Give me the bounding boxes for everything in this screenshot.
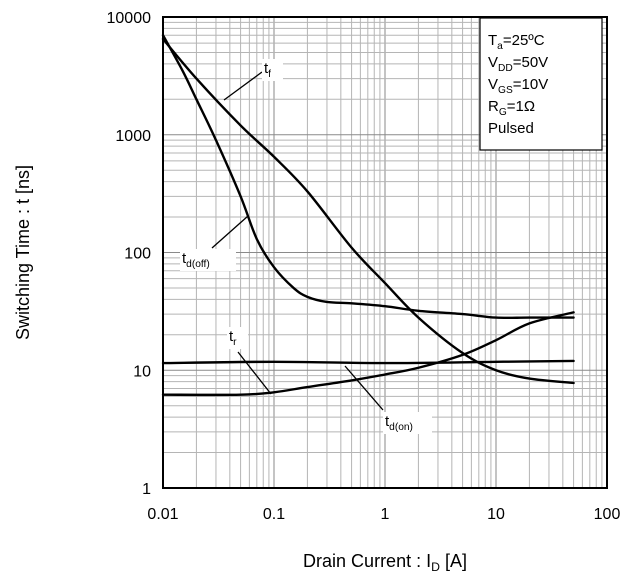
- condition-line: VGS=10V: [488, 76, 548, 96]
- condition-line: Ta=25ºC: [488, 32, 545, 52]
- label-bg-tdon: [383, 412, 432, 434]
- x-tick-label: 1: [381, 506, 390, 523]
- x-axis-label: Drain Current : ID [A]: [303, 551, 467, 574]
- condition-line: RG=1Ω: [488, 98, 535, 118]
- label-bg-tdoff: [180, 249, 236, 271]
- y-tick-label: 1000: [115, 128, 151, 145]
- conditions-frame: [479, 17, 603, 151]
- curve-labels: tf td(off) td(on) tr: [180, 59, 432, 434]
- y-tick-label: 1: [142, 481, 151, 498]
- leader-tf: [223, 71, 263, 101]
- y-tick-label: 100: [124, 246, 151, 263]
- series-tr-line: [161, 311, 575, 397]
- series-tf-line: [161, 37, 575, 385]
- y-axis-label: Switching Time : t [ns]: [13, 165, 33, 340]
- label-tr: tr: [229, 328, 237, 348]
- x-tick-label: 0.1: [263, 506, 285, 523]
- plot-frame: [162, 16, 608, 489]
- series-tdoff-line: [161, 34, 575, 320]
- condition-line: VDD=50V: [488, 54, 548, 74]
- label-bg-tf: [262, 59, 283, 81]
- leader-tdon: [344, 365, 384, 411]
- y-tick-label: 10000: [107, 10, 152, 27]
- leader-tr: [237, 351, 272, 395]
- condition-line: Pulsed: [488, 120, 534, 137]
- grid: [163, 17, 607, 488]
- label-tf: tf: [264, 60, 271, 80]
- label-tdoff: td(off): [182, 250, 210, 270]
- label-bg-tr: [227, 327, 248, 349]
- x-tick-label: 10: [487, 506, 505, 523]
- series-tdon-line: [161, 359, 575, 365]
- y-tick-label: 10: [133, 363, 151, 380]
- label-tdon: td(on): [385, 413, 413, 433]
- tick-labels: 0.01 0.1 1 10 100 1 10 100 1000 10000: [107, 10, 621, 523]
- x-tick-label: 0.01: [147, 506, 178, 523]
- leader-tdoff: [211, 215, 249, 249]
- curves: [161, 34, 575, 397]
- x-tick-label: 100: [594, 506, 621, 523]
